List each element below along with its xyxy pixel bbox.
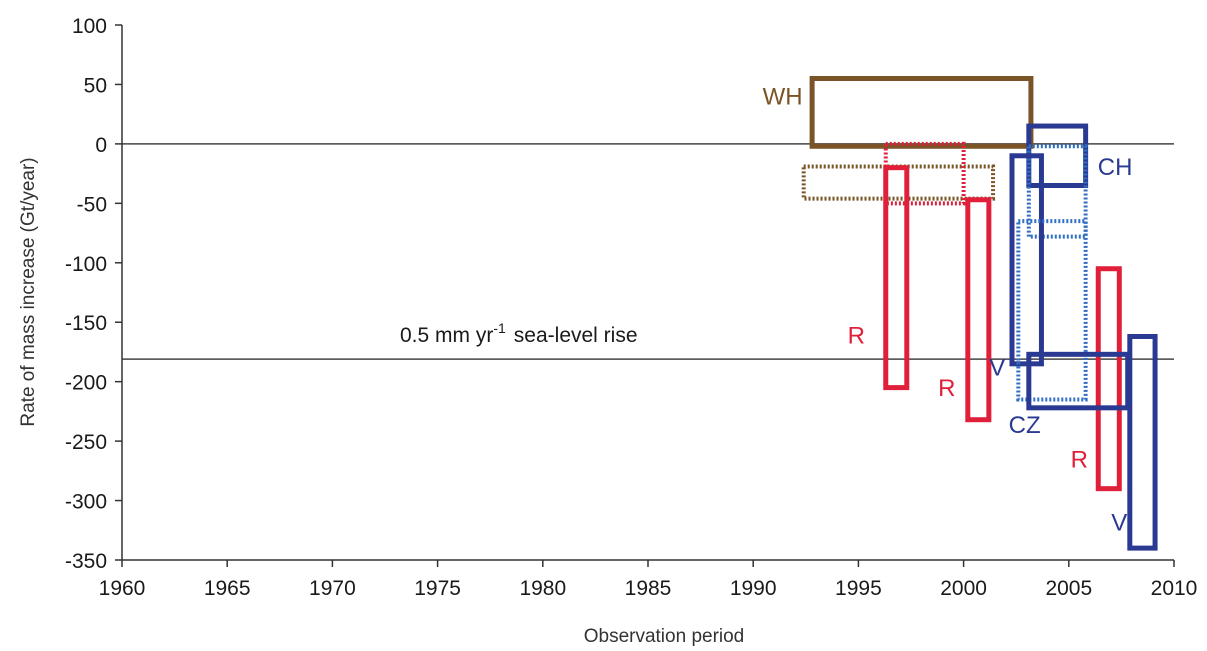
range-box-r-6 xyxy=(1095,266,1122,492)
x-tick-label: 1960 xyxy=(99,577,146,600)
sea-level-label-suffix: sea-level rise xyxy=(514,324,638,347)
annotation-ch: CH xyxy=(1098,154,1133,181)
x-tick-label: 2005 xyxy=(1045,577,1092,600)
x-tick-label: 2010 xyxy=(1151,577,1198,600)
x-axis-title: Observation period xyxy=(584,626,745,647)
sea-level-label-main: 0.5 mm yr xyxy=(400,324,493,347)
plot-area xyxy=(122,76,1174,551)
y-tick-label: -200 xyxy=(65,372,107,395)
annotation-r: R xyxy=(848,323,865,350)
x-tick-label: 1980 xyxy=(519,577,566,600)
range-box-cz-11 xyxy=(1016,219,1088,402)
y-tick-label: -150 xyxy=(65,312,107,335)
x-tick-label: 2000 xyxy=(940,577,987,600)
x-tick-label: 1975 xyxy=(414,577,461,600)
annotation-r: R xyxy=(1071,446,1088,473)
y-axis-title: Rate of mass increase (Gt/year) xyxy=(18,157,39,426)
x-tick-label: 1995 xyxy=(835,577,882,600)
x-tick-label: 1970 xyxy=(309,577,356,600)
y-tick-label: 50 xyxy=(84,74,107,97)
range-box-r-3 xyxy=(883,141,966,206)
annotation-v: V xyxy=(989,355,1005,382)
x-tick-label: 1965 xyxy=(204,577,251,600)
range-box-cz-12 xyxy=(1026,351,1131,411)
y-tick-label: -100 xyxy=(65,253,107,276)
annotations: WH R R R CH V CZ V xyxy=(763,84,1133,537)
x-tick-label: 1990 xyxy=(730,577,777,600)
ticks: 1960 1965 1970 1975 1980 1985 1990 1995 2000 2005… xyxy=(65,15,1197,600)
y-tick-label: 100 xyxy=(72,15,107,38)
range-box-ch-8 xyxy=(1026,144,1088,239)
y-tick-label: -300 xyxy=(65,491,107,514)
y-tick-label: -350 xyxy=(65,550,107,573)
range-box-wh-2 xyxy=(801,164,996,201)
range-box-r-4 xyxy=(883,165,910,391)
range-box-r-5 xyxy=(965,197,992,423)
annotation-r: R xyxy=(938,375,955,402)
x-tick-label: 1985 xyxy=(625,577,672,600)
sea-level-label: 0.5 mm yr-1 sea-level rise xyxy=(400,320,638,347)
annotation-wh: WH xyxy=(763,84,803,111)
axes xyxy=(121,25,1174,561)
y-tick-label: 0 xyxy=(95,134,107,157)
range-box-v-10 xyxy=(1127,333,1158,551)
y-tick-label: -250 xyxy=(65,431,107,454)
annotation-cz: CZ xyxy=(1009,412,1041,439)
annotation-v: V xyxy=(1111,509,1127,536)
sea-level-label-sup: -1 xyxy=(493,320,506,336)
range-box-wh-1 xyxy=(809,76,1034,149)
y-tick-label: -50 xyxy=(77,193,107,216)
